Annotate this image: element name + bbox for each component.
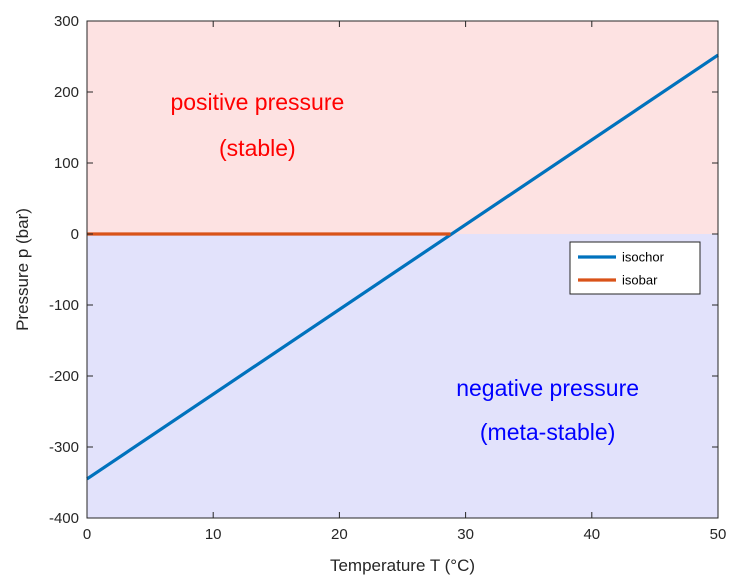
tick-labels: 0 10 20 30 40 50 -400 -300 -200 -100 0 100 200 300 xyxy=(49,13,726,543)
legend-label-isobar: isobar xyxy=(622,273,658,288)
x-axis-label: Temperature T (°C) xyxy=(330,556,475,575)
x-tick-label: 0 xyxy=(83,526,91,543)
annotation-0-line-1: (stable) xyxy=(219,135,296,161)
annotation-1-line-1: (meta-stable) xyxy=(480,419,615,445)
x-tick-label: 10 xyxy=(205,526,222,543)
x-tick-label: 40 xyxy=(583,526,600,543)
y-axis-label: Pressure p (bar) xyxy=(13,208,32,331)
y-tick-label: 100 xyxy=(54,155,79,172)
annotations: positive pressure (stable) negative pressu… xyxy=(170,89,639,445)
plot-frame xyxy=(86,20,719,519)
y-tick-label: -200 xyxy=(49,368,79,385)
series-isochor-line xyxy=(86,53,719,481)
y-tick-label: -300 xyxy=(49,439,79,456)
y-tick-label: 300 xyxy=(54,13,79,30)
y-tick-label: -100 xyxy=(49,297,79,314)
y-tick-label: 200 xyxy=(54,84,79,101)
annotation-0-line-0: positive pressure xyxy=(170,89,344,115)
legend: isochor isobar xyxy=(569,241,701,295)
legend-box xyxy=(569,241,701,295)
x-tick-label: 20 xyxy=(331,526,348,543)
legend-label-isochor: isochor xyxy=(622,250,665,265)
series-lines xyxy=(86,53,719,481)
x-tick-label: 50 xyxy=(710,526,727,543)
region-positive xyxy=(87,21,718,234)
annotation-1-line-0: negative pressure xyxy=(456,375,639,401)
axes xyxy=(86,20,719,519)
x-tick-label: 30 xyxy=(457,526,474,543)
y-tick-label: -400 xyxy=(49,510,79,527)
y-tick-label: 0 xyxy=(71,226,79,243)
